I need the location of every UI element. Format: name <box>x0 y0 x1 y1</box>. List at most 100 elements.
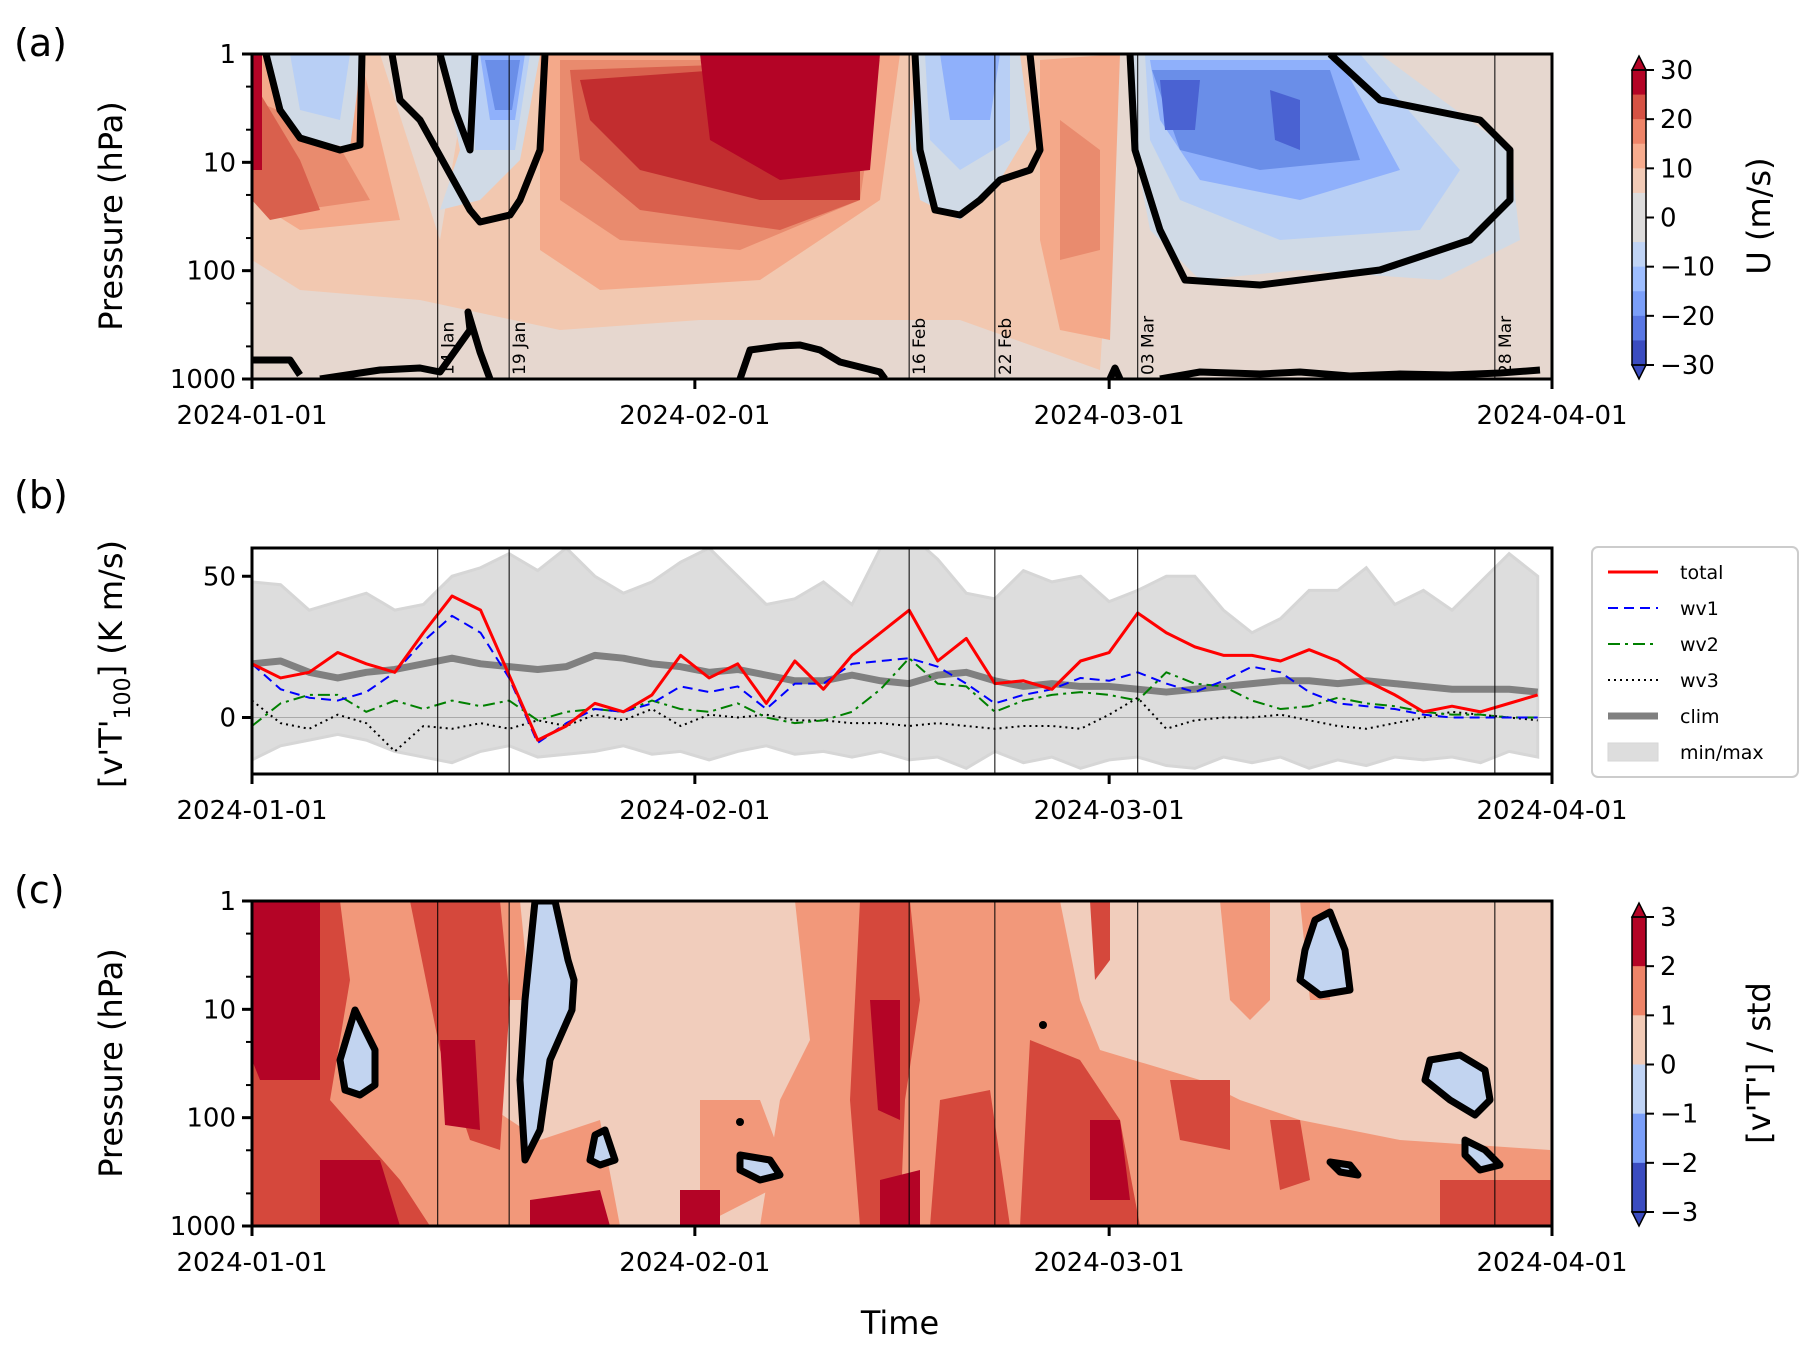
event-label: 03 Mar <box>1139 316 1159 375</box>
colorbar-segment <box>1632 1113 1646 1164</box>
colorbar-c-label: [v'T'] / std <box>1740 982 1778 1144</box>
event-label: 14 Jan <box>439 322 459 375</box>
field-a-zero-contour <box>252 54 1541 379</box>
y-tick-label: 100 <box>186 1104 236 1134</box>
legend-label-min-max: min/max <box>1680 742 1764 764</box>
field-a-band-w30 <box>252 54 880 180</box>
series-wv1 <box>252 614 1538 744</box>
colorbar-segment <box>1632 966 1646 1016</box>
legend-label-wv2: wv2 <box>1680 634 1719 656</box>
panel-c-frame <box>250 899 1554 1228</box>
field-c-band-2 <box>252 901 1552 1226</box>
legend-label-wv3: wv3 <box>1680 670 1719 692</box>
x-tick-label: 2024-02-01 <box>619 401 770 431</box>
colorbar-tick-label: −1 <box>1660 1100 1698 1130</box>
legend-label-total: total <box>1680 562 1723 584</box>
panel-a-ylabel: Pressure (hPa) <box>92 101 130 331</box>
field-c-contour-dot <box>736 1118 744 1126</box>
x-tick-label: 2024-01-01 <box>176 1248 327 1278</box>
event-label: 19 Jan <box>510 322 530 375</box>
colorbar-segment <box>1632 291 1646 317</box>
field-a-band-c20 <box>1160 80 1300 150</box>
panel-b-label: (b) <box>14 473 68 517</box>
x-tick-label: 2024-04-01 <box>1476 796 1627 826</box>
panel-b-axes: 2024-01-01 2024-02-01 2024-03-01 2024-04-01… <box>176 562 1627 826</box>
colorbar-segment <box>1632 217 1646 243</box>
colorbar-tick-label: −2 <box>1660 1149 1698 1179</box>
ylabel-sub: 100 <box>111 677 136 719</box>
colorbar-tick-label: 2 <box>1660 952 1677 982</box>
colorbar-extend-max <box>1630 901 1648 918</box>
colorbar-tick-label: 3 <box>1660 903 1677 933</box>
colorbar-tick-label: −20 <box>1660 302 1715 332</box>
colorbar-c: 3 2 1 0 −1 −2 −3 <box>1630 901 1698 1228</box>
colorbar-segment <box>1632 143 1646 169</box>
colorbar-tick-label: 30 <box>1660 56 1693 86</box>
colorbar-a: 30 20 10 0 −10 −20 −30 <box>1630 54 1715 381</box>
panel-b-frame <box>250 546 1554 776</box>
x-tick-label: 2024-04-01 <box>1476 401 1627 431</box>
x-tick-label: 2024-01-01 <box>176 796 327 826</box>
colorbar-tick-label: 0 <box>1660 1051 1677 1081</box>
panel-c-label: (c) <box>14 868 65 912</box>
y-tick-label: 50 <box>203 562 236 592</box>
legend-swatch-minmax <box>1607 742 1659 762</box>
ylabel-main: [v'T' <box>92 719 130 788</box>
colorbar-segment <box>1632 1015 1646 1065</box>
colorbar-tick-label: −3 <box>1660 1198 1698 1228</box>
colorbar-segment <box>1632 242 1646 268</box>
colorbar-segment <box>1632 70 1646 96</box>
colorbar-tick-label: 20 <box>1660 105 1693 135</box>
x-tick-label: 2024-02-01 <box>619 1248 770 1278</box>
panel-c-axes: 2024-01-01 2024-02-01 2024-03-01 2024-04-01… <box>170 887 1628 1278</box>
panel-a-label: (a) <box>14 21 67 65</box>
panel-a-event-lines: 14 Jan 19 Jan 16 Feb 22 Feb 03 Mar 28 Mar <box>437 54 1516 379</box>
panel-c-event-lines <box>437 901 1496 1226</box>
y-tick-label: 100 <box>186 257 236 287</box>
x-tick-label: 2024-03-01 <box>1034 1248 1185 1278</box>
colorbar-segment <box>1632 266 1646 292</box>
panel-b: (b) 2024-01-01 2024-02-01 2024-03-01 2024-0… <box>14 473 1799 826</box>
field-c-negative-pockets <box>336 901 1504 1184</box>
panel-b-plot <box>252 548 1552 771</box>
colorbar-segment <box>1632 315 1646 341</box>
series-wv3 <box>252 696 1538 753</box>
colorbar-segment <box>1632 119 1646 145</box>
colorbar-segment <box>1632 1162 1646 1213</box>
field-c-contour-dot <box>1039 1021 1047 1029</box>
x-tick-label: 2024-04-01 <box>1476 1248 1627 1278</box>
colorbar-segment <box>1632 192 1646 218</box>
panel-c-ylabel: Pressure (hPa) <box>92 948 130 1178</box>
x-tick-label: 2024-03-01 <box>1034 796 1185 826</box>
legend: total wv1 wv2 wv3 clim min/max <box>1591 546 1799 778</box>
event-label: 16 Feb <box>910 318 930 375</box>
colorbar-extend-max <box>1630 54 1648 71</box>
series-total <box>252 594 1539 742</box>
y-tick-label: 10 <box>203 148 236 178</box>
colorbar-tick-label: 0 <box>1660 204 1677 234</box>
y-tick-label: 1 <box>219 887 236 917</box>
colorbar-extend-min <box>1630 364 1648 381</box>
panel-c-field <box>252 901 1552 1226</box>
colorbar-tick-label: 1 <box>1660 1001 1677 1031</box>
y-tick-label: 1000 <box>170 1212 236 1242</box>
event-label: 22 Feb <box>996 318 1016 375</box>
colorbar-extend-min <box>1630 1211 1648 1228</box>
colorbar-segment <box>1632 1064 1646 1115</box>
y-tick-label: 10 <box>203 995 236 1025</box>
panel-c: (c) 2024-01-01 2024-02-01 2024-03-01 2024-0… <box>14 868 1778 1342</box>
colorbar-segment <box>1632 917 1646 967</box>
field-c-band-3 <box>252 901 1130 1226</box>
x-tick-label: 2024-03-01 <box>1034 401 1185 431</box>
colorbar-a-label: U (m/s) <box>1740 157 1778 274</box>
panel-c-xlabel: Time <box>860 1304 939 1342</box>
colorbar-segment <box>1632 94 1646 120</box>
panel-b-event-lines <box>437 548 1496 774</box>
legend-label-clim: clim <box>1680 706 1720 728</box>
series-wv2 <box>252 657 1538 727</box>
panel-a-field <box>252 54 1552 379</box>
y-tick-label: 0 <box>219 704 236 734</box>
panel-a: (a) <box>14 21 1778 431</box>
colorbar-segment <box>1632 340 1646 366</box>
x-tick-label: 2024-02-01 <box>619 796 770 826</box>
